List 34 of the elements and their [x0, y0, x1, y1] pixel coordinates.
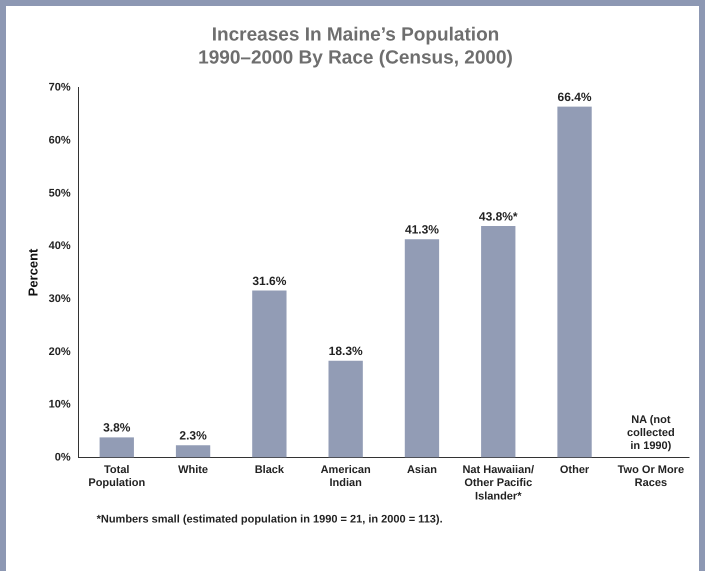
y-tick-label: 0% [54, 451, 71, 464]
data-label: 41.3% [404, 222, 440, 237]
data-label: 66.4% [558, 90, 592, 104]
x-tick-label: Asian [406, 464, 438, 476]
y-tick-label: 60% [48, 134, 71, 146]
x-tick-label: Nat Hawaiian/ Other Pacific Islander* [462, 464, 534, 502]
data-label: 3.8% [103, 420, 131, 435]
annotation: NA (not collected in 1990) [627, 414, 675, 452]
y-tick-label: 70% [48, 82, 71, 94]
y-axis-title: Percent [25, 248, 40, 296]
x-tick-label: White [178, 464, 208, 476]
bar [328, 360, 363, 458]
y-tick-label: 40% [48, 240, 71, 252]
bar [252, 290, 287, 458]
bar [404, 239, 440, 458]
text: *Numbers small (estimated population in 1990 = 21, in 2000 = 113). [96, 513, 443, 526]
x-tick-label: Black [254, 464, 285, 476]
x-tick-label: Other [560, 464, 590, 476]
y-tick-label: 50% [48, 187, 71, 200]
data-label: 31.6% [252, 274, 287, 288]
bar [176, 445, 210, 458]
bar [481, 226, 516, 458]
y-tick-label: 10% [48, 398, 71, 411]
data-label: 43.8%* [478, 209, 518, 224]
x-tick-label: Total Population [88, 464, 146, 490]
x-tick-label: American Indian [320, 464, 372, 490]
x-tick-label: Two Or More Races [618, 464, 684, 490]
bar [557, 106, 592, 458]
y-tick-label: 30% [48, 292, 71, 305]
data-label: 18.3% [328, 344, 363, 358]
y-tick-label: 20% [48, 346, 71, 358]
data-label: 2.3% [179, 428, 208, 443]
bar [100, 437, 134, 458]
chart-title: Increases In Maine’s Population 1990–2000 By Race (Census, 2000) [198, 24, 513, 68]
